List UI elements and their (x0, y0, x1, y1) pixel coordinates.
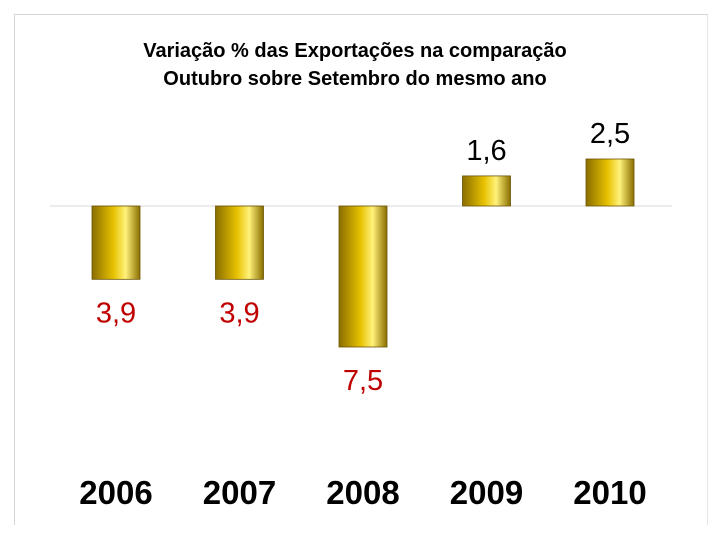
bar-2009 (462, 175, 511, 207)
bar-series (91, 158, 635, 348)
data-label-2006: 3,9 (96, 297, 136, 329)
category-label-2007: 2007 (203, 474, 276, 511)
category-axis-labels: 2006 2007 2008 2009 2010 (79, 474, 646, 511)
category-label-2009: 2009 (450, 474, 523, 511)
data-label-2009: 1,6 (466, 135, 506, 167)
data-labels: 3,9 3,9 7,5 1,6 2,5 (96, 118, 630, 397)
bar-2007 (215, 205, 264, 280)
slide-frame (14, 14, 708, 525)
category-label-2010: 2010 (573, 474, 646, 511)
category-label-2006: 2006 (79, 474, 152, 511)
bar-2006 (91, 205, 141, 280)
chart-title: Variação % das Exportações na comparação… (143, 40, 567, 90)
data-label-2007: 3,9 (219, 297, 259, 329)
category-label-2008: 2008 (326, 474, 399, 511)
data-label-2008: 7,5 (343, 365, 383, 397)
bar-2010 (585, 158, 635, 207)
chart-title-line-1: Variação % das Exportações na comparação (143, 40, 567, 62)
data-label-2010: 2,5 (590, 118, 630, 150)
bar-2008 (338, 205, 388, 348)
chart-title-line-2: Outubro sobre Setembro do mesmo ano (163, 68, 546, 90)
